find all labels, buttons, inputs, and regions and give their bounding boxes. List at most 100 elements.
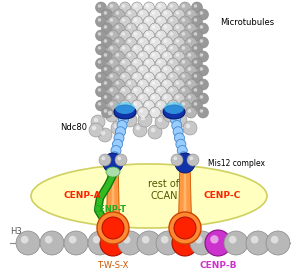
Circle shape: [134, 4, 137, 8]
Circle shape: [128, 109, 131, 113]
Circle shape: [98, 128, 112, 142]
Circle shape: [146, 60, 149, 64]
Circle shape: [158, 102, 161, 106]
Circle shape: [119, 72, 131, 83]
Ellipse shape: [106, 167, 120, 177]
Circle shape: [188, 25, 191, 29]
Circle shape: [134, 46, 137, 50]
Circle shape: [98, 32, 101, 36]
Circle shape: [131, 72, 142, 83]
Circle shape: [182, 46, 185, 50]
Text: Ndc80: Ndc80: [60, 123, 87, 132]
Circle shape: [119, 30, 131, 41]
Circle shape: [171, 154, 183, 166]
Circle shape: [114, 93, 125, 104]
Circle shape: [88, 231, 112, 255]
Circle shape: [158, 46, 161, 50]
Circle shape: [170, 4, 173, 8]
Circle shape: [170, 60, 173, 64]
Circle shape: [104, 53, 107, 57]
Circle shape: [164, 81, 167, 85]
Circle shape: [45, 236, 52, 243]
Circle shape: [185, 79, 196, 90]
Circle shape: [182, 60, 185, 64]
Circle shape: [150, 93, 161, 104]
Circle shape: [120, 108, 130, 118]
Circle shape: [137, 51, 148, 62]
Circle shape: [104, 39, 107, 43]
Circle shape: [182, 102, 185, 106]
Circle shape: [137, 107, 148, 118]
Circle shape: [169, 212, 201, 244]
Circle shape: [175, 133, 184, 143]
Circle shape: [179, 100, 190, 111]
Circle shape: [194, 102, 197, 106]
Circle shape: [150, 65, 161, 76]
Circle shape: [198, 93, 209, 104]
Circle shape: [104, 95, 107, 99]
Circle shape: [200, 25, 203, 29]
Circle shape: [98, 88, 101, 92]
Circle shape: [116, 127, 125, 137]
Circle shape: [118, 105, 132, 119]
Circle shape: [102, 217, 124, 239]
Circle shape: [182, 88, 185, 92]
Circle shape: [156, 30, 167, 41]
Circle shape: [104, 25, 107, 29]
Circle shape: [94, 118, 98, 122]
Circle shape: [125, 9, 136, 20]
Circle shape: [162, 93, 173, 104]
Circle shape: [110, 4, 113, 8]
Circle shape: [167, 100, 179, 111]
Circle shape: [158, 32, 161, 36]
Circle shape: [173, 51, 184, 62]
Circle shape: [198, 79, 209, 90]
Circle shape: [176, 67, 179, 71]
Polygon shape: [106, 170, 119, 220]
Circle shape: [102, 93, 113, 104]
Circle shape: [128, 67, 131, 71]
Circle shape: [122, 74, 125, 78]
Circle shape: [192, 44, 203, 55]
Circle shape: [200, 109, 203, 113]
Circle shape: [121, 108, 125, 112]
Circle shape: [114, 65, 125, 76]
Circle shape: [167, 72, 179, 83]
Circle shape: [164, 53, 167, 57]
Circle shape: [144, 2, 154, 13]
Circle shape: [137, 65, 148, 76]
Circle shape: [198, 65, 209, 76]
Circle shape: [140, 67, 143, 71]
Circle shape: [131, 58, 142, 69]
Circle shape: [173, 113, 187, 127]
Circle shape: [122, 32, 125, 36]
Circle shape: [164, 11, 167, 15]
Circle shape: [179, 72, 190, 83]
Circle shape: [146, 88, 149, 92]
Circle shape: [185, 9, 196, 20]
Circle shape: [95, 58, 106, 69]
Circle shape: [210, 235, 218, 243]
Circle shape: [102, 9, 113, 20]
Circle shape: [192, 30, 203, 41]
Circle shape: [164, 67, 167, 71]
Circle shape: [185, 51, 196, 62]
Circle shape: [110, 74, 113, 78]
Circle shape: [123, 236, 131, 243]
Circle shape: [177, 235, 186, 243]
Ellipse shape: [114, 105, 136, 119]
Circle shape: [174, 217, 196, 239]
Circle shape: [146, 32, 149, 36]
Circle shape: [119, 44, 131, 55]
Ellipse shape: [115, 102, 135, 114]
Text: H3: H3: [10, 227, 22, 237]
Circle shape: [176, 11, 179, 15]
Circle shape: [98, 60, 101, 64]
Circle shape: [116, 53, 119, 57]
Circle shape: [180, 158, 190, 168]
Circle shape: [164, 95, 167, 99]
Circle shape: [95, 2, 106, 13]
Circle shape: [251, 236, 258, 243]
Circle shape: [64, 231, 88, 255]
Circle shape: [200, 67, 203, 71]
